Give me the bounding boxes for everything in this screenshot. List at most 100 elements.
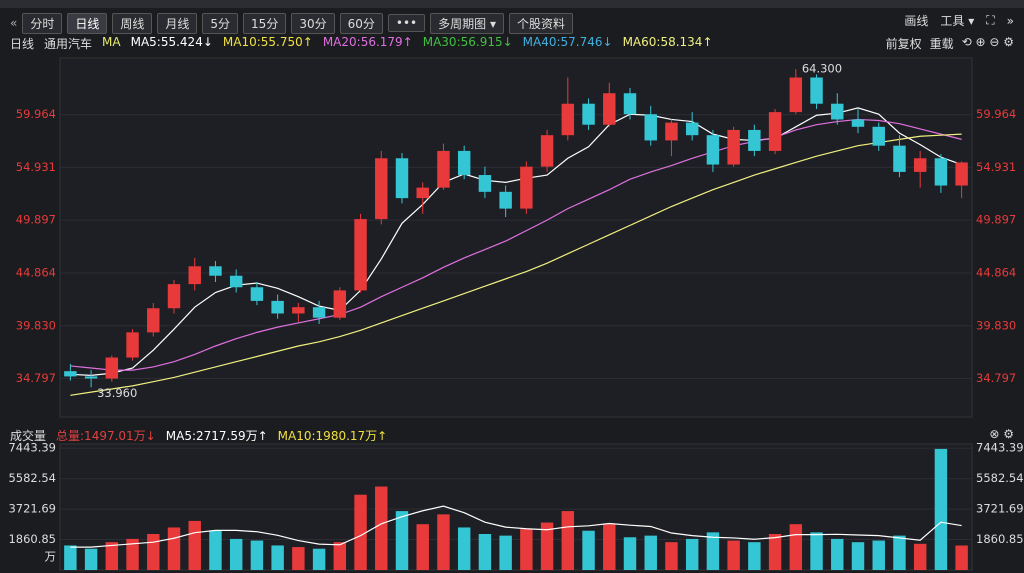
volume-bar	[540, 522, 554, 570]
candle-body	[540, 135, 554, 167]
ma-line	[70, 118, 962, 371]
ma-line	[70, 505, 962, 548]
ma-line	[70, 133, 962, 396]
volume-bar	[105, 542, 119, 570]
candle-body	[105, 357, 119, 379]
candle-body	[644, 114, 657, 141]
period-button[interactable]: 周线	[112, 12, 153, 34]
unit-label: 万	[45, 550, 57, 564]
candle-body	[333, 290, 347, 318]
period-button[interactable]: 分时	[22, 12, 63, 34]
volume-bar	[457, 527, 471, 570]
y-tick-label: 44.864	[976, 265, 1016, 279]
toolbar-right: 画线 工具 ▾ ⛶ »	[904, 12, 1014, 29]
volume-bar	[727, 540, 740, 570]
y-tick-label: 3721.69	[976, 502, 1024, 516]
candle-body	[167, 284, 181, 309]
more-icon[interactable]: »	[1006, 13, 1014, 28]
period-button[interactable]: 30分	[291, 12, 335, 34]
indicator-label: MA30:56.915↓	[422, 35, 513, 49]
volume-bar	[292, 547, 305, 570]
volume-bar	[685, 538, 699, 570]
period-button[interactable]: •••	[387, 14, 426, 32]
volume-bar	[478, 534, 492, 570]
period-button[interactable]: 5分	[202, 12, 239, 34]
candle-body	[147, 308, 160, 333]
candle-body	[913, 158, 927, 172]
reload-button[interactable]: 重载	[929, 37, 954, 51]
candle-body	[271, 300, 284, 314]
icons: ⟲ ⊕ ⊖ ⚙	[961, 35, 1014, 49]
indicator-label: MA10:1980.17万↑	[277, 429, 388, 443]
high-label: 64.300	[802, 62, 842, 76]
volume-bar	[271, 545, 284, 570]
period-button[interactable]: 60分	[339, 12, 383, 34]
period-button[interactable]: 多周期图 ▾	[430, 12, 504, 34]
candle-body	[768, 112, 782, 151]
volume-bar	[437, 514, 450, 570]
volume-header-right: ⊗ ⚙	[989, 427, 1014, 441]
candle-body	[603, 93, 616, 125]
volume-bar	[913, 543, 927, 570]
ma-line	[70, 107, 962, 376]
back-icon[interactable]: «	[10, 16, 18, 30]
candle-body	[188, 266, 201, 285]
y-tick-label: 3721.69	[8, 502, 56, 516]
candle-body	[395, 158, 409, 199]
y-tick-label: 44.864	[16, 265, 56, 279]
volume-bar	[333, 542, 347, 570]
candle-body	[250, 287, 264, 301]
candle-body	[520, 166, 533, 209]
candle-body	[312, 307, 326, 318]
volume-bar	[312, 548, 326, 570]
candle-body	[872, 126, 885, 146]
toolbar: « 分时 日线 周线 月线 5分 15分 30分 60分 ••• 多周期图 ▾ 个股资料	[0, 12, 1024, 34]
period-button[interactable]: 日线	[67, 12, 108, 34]
period-button[interactable]: 15分	[243, 12, 287, 34]
y-tick-label: 5582.54	[8, 471, 56, 485]
period-button[interactable]: 月线	[157, 12, 198, 34]
candle-body	[478, 175, 492, 192]
candle-body	[126, 332, 139, 358]
volume-bar	[789, 524, 803, 570]
draw-button[interactable]: 画线	[904, 14, 929, 28]
candle-body	[375, 158, 388, 220]
candle-body	[457, 150, 471, 176]
indicator-label: MA10:55.750↑	[222, 35, 313, 49]
candle-body	[209, 266, 222, 276]
period-button[interactable]: 个股资料	[508, 12, 573, 34]
tools-button[interactable]: 工具 ▾	[940, 14, 975, 28]
indicator-label: 通用汽车	[44, 37, 93, 51]
candle-body	[292, 307, 305, 314]
low-label: 33.960	[97, 386, 137, 400]
adjust-button[interactable]: 前复权	[885, 37, 922, 51]
candle-body	[934, 158, 948, 186]
y-tick-label: 34.797	[16, 371, 56, 385]
y-tick-label: 54.931	[976, 160, 1016, 174]
volume-bar	[582, 530, 595, 570]
y-tick-label: 5582.54	[976, 471, 1024, 485]
volume-bar	[872, 540, 885, 570]
price-panel	[59, 57, 973, 418]
candle-body	[831, 103, 844, 120]
fullscreen-icon[interactable]: ⛶	[986, 13, 995, 27]
indicator-label: MA60:58.134↑	[622, 35, 713, 49]
volume-bar	[520, 529, 533, 570]
volume-bar	[126, 538, 139, 570]
volume-bar	[354, 494, 367, 570]
candle-body	[727, 129, 740, 165]
volume-bar	[395, 511, 409, 570]
volume-bar	[706, 532, 720, 570]
indicator-label: 总量:1497.01万↓	[56, 429, 156, 443]
candle-body	[851, 119, 865, 127]
indicator-label: MA5:55.424↓	[130, 35, 213, 49]
candle-body	[893, 145, 906, 172]
volume-bar	[375, 486, 388, 570]
y-tick-label: 49.897	[976, 213, 1016, 227]
y-tick-label: 54.931	[16, 160, 56, 174]
y-tick-label: 39.830	[976, 318, 1016, 332]
volume-bar	[603, 524, 616, 570]
y-tick-label: 1860.85	[8, 532, 56, 546]
